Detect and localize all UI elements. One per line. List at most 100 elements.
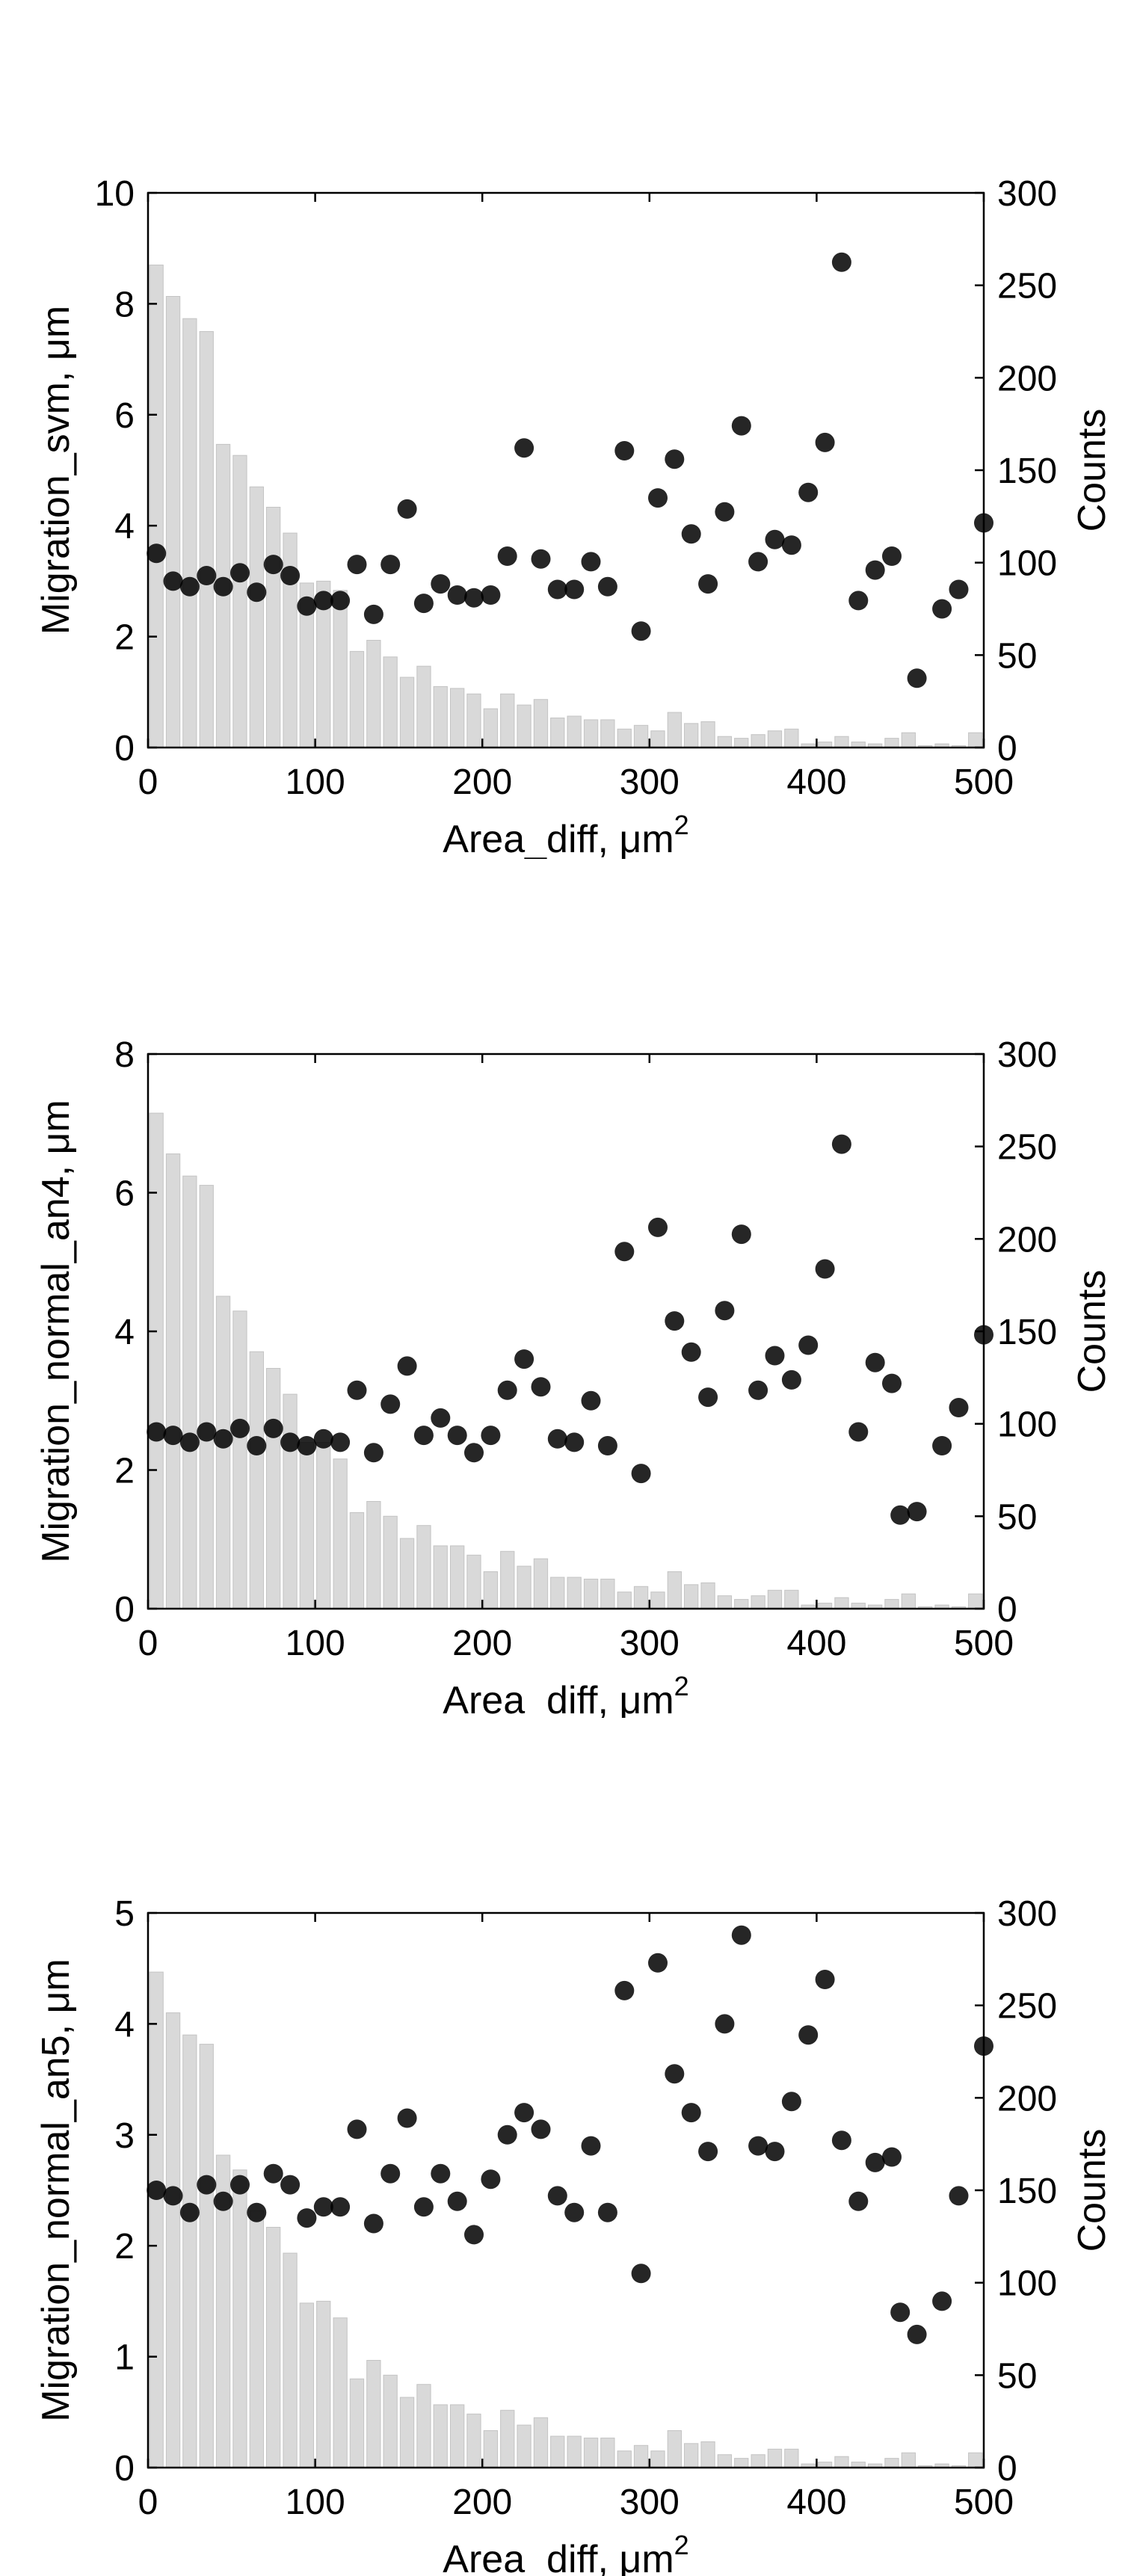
histogram-bar	[834, 736, 849, 748]
left-y-tick-label: 10	[95, 174, 135, 214]
scatter-point	[882, 2147, 902, 2167]
right-y-axis: 0 50 100 150 200 250 300	[975, 174, 1057, 768]
histogram-bar	[232, 1310, 247, 1609]
histogram-bar	[583, 719, 599, 748]
histogram-bar	[884, 738, 899, 748]
scatter-point	[179, 1432, 200, 1452]
scatter-point	[447, 1426, 467, 1446]
x-axis-label-superscript: 2	[674, 1671, 689, 1701]
chart-panel-2: 0 100 200 300 400 50002468050100150200250300A…	[34, 1035, 1114, 1718]
histogram-bar	[333, 1458, 348, 1609]
x-axis: 0 100 200 300 400 500	[138, 1054, 1014, 1663]
scatter-point	[514, 1349, 534, 1369]
histogram-bar	[165, 2012, 181, 2468]
scatter-point	[514, 2103, 534, 2123]
right-y-tick-label: 200	[997, 1220, 1057, 1260]
histogram-bar	[165, 1153, 181, 1609]
histogram-bar	[283, 532, 298, 748]
scatter-point	[547, 579, 567, 600]
x-axis-label: Area_diff, μm2	[443, 1671, 688, 1718]
scatter-point	[431, 574, 451, 594]
histogram-bar	[333, 2317, 348, 2468]
left-y-tick-label: 2	[114, 1452, 135, 1491]
histogram-bar	[734, 738, 749, 748]
histogram-bar	[299, 1441, 315, 1609]
scatter-point	[581, 552, 601, 572]
left-y-tick-label: 5	[114, 1894, 135, 1934]
histogram-bar	[901, 2452, 916, 2468]
histogram-bar	[399, 677, 415, 748]
scatter-point	[665, 2064, 685, 2084]
scatter-point	[614, 1242, 635, 1262]
scatter-point	[564, 579, 585, 600]
scatter-point	[147, 2181, 167, 2200]
right-y-axis-label: Counts	[1070, 409, 1114, 532]
scatter-point	[280, 1432, 301, 1452]
histogram-bar	[199, 331, 214, 748]
histogram-bar	[500, 693, 515, 748]
right-y-tick-label: 0	[997, 729, 1017, 768]
scatter-point	[481, 585, 501, 605]
scatter-point	[497, 1380, 517, 1400]
histogram-bar	[333, 590, 348, 748]
scatter-point	[263, 2163, 283, 2184]
scatter-point	[380, 1394, 401, 1414]
histogram-bar	[433, 685, 448, 748]
right-y-tick-label: 50	[997, 636, 1037, 676]
histogram-bar	[667, 1571, 683, 1609]
histogram-bar	[767, 2448, 783, 2468]
chart-panel-1: 0 100 200 300 400 500024681005010015020025030…	[34, 174, 1114, 859]
x-axis-label-text: Area_diff, μm	[443, 818, 674, 859]
histogram-bar	[901, 1593, 916, 1609]
right-y-tick-label: 200	[997, 359, 1057, 398]
histogram-bar	[884, 1599, 899, 1609]
left-y-tick-label: 0	[114, 2449, 135, 2489]
scatter-point	[163, 2186, 183, 2206]
scatter-point	[748, 2136, 768, 2156]
histogram-bar	[734, 1599, 749, 1609]
histogram-bar	[968, 732, 983, 748]
scatter-point	[715, 2014, 735, 2034]
histogram-bar	[450, 2404, 465, 2468]
scatter-point	[698, 574, 718, 594]
scatter-point	[798, 2025, 819, 2045]
scatter-point	[564, 1432, 585, 1452]
histogram-bar	[466, 693, 481, 748]
histogram-bar	[149, 265, 164, 748]
left-y-tick-label: 8	[114, 285, 135, 324]
histogram-bar	[316, 2300, 331, 2468]
x-tick-label: 100	[286, 762, 345, 802]
histogram-bar	[550, 717, 565, 748]
scatter-point	[363, 2213, 383, 2234]
histogram-bar	[617, 1591, 632, 1609]
scatter-point	[247, 2202, 267, 2222]
histogram-bar	[700, 1582, 715, 1609]
histogram-bar	[633, 724, 649, 748]
histogram-bar	[349, 2378, 365, 2468]
histogram-bar	[901, 732, 916, 748]
left-y-tick-label: 0	[114, 729, 135, 768]
scatter-point	[413, 1426, 434, 1446]
histogram-bar	[199, 2044, 214, 2468]
scatter-point	[531, 1377, 551, 1397]
histogram-bar	[533, 1558, 549, 1609]
x-tick-label: 500	[954, 762, 1014, 802]
scatter-point	[197, 2175, 217, 2195]
left-y-axis-label: Migration_svm, μm	[34, 306, 78, 635]
scatter-point	[831, 252, 851, 272]
scatter-point	[564, 2202, 585, 2222]
x-axis-label-text: Area_diff, μm	[443, 2538, 674, 2576]
scatter-point	[347, 555, 367, 575]
scatter-point	[397, 1356, 417, 1376]
scatter-point	[698, 1387, 718, 1408]
x-tick-label: 500	[954, 2483, 1014, 2522]
scatter-point	[932, 599, 952, 619]
x-tick-label: 300	[620, 2483, 680, 2522]
histogram-bars	[149, 265, 983, 748]
histogram-bars	[149, 1112, 983, 1609]
histogram-bar	[684, 2443, 699, 2468]
histogram-bar	[466, 2413, 481, 2468]
scatter-point	[865, 1352, 885, 1372]
histogram-bar	[433, 1545, 448, 1609]
scatter-point	[907, 668, 927, 688]
